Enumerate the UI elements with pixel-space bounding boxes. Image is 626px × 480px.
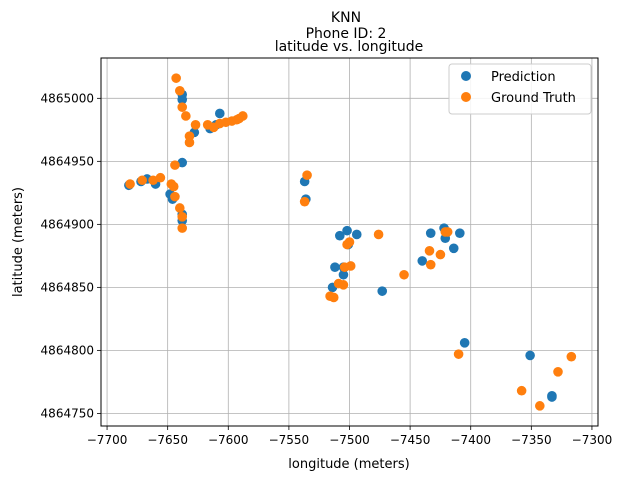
gridlines [101,58,598,426]
point-ground-truth [399,269,409,280]
x-tick-label: −7700 [87,433,128,447]
point-ground-truth [299,196,310,207]
point-ground-truth [181,111,191,121]
point-prediction [448,243,459,254]
point-prediction [351,229,362,240]
x-tick-label: −7600 [208,433,249,447]
point-prediction [338,269,349,280]
point-ground-truth [168,181,179,192]
point-prediction [214,108,225,119]
x-tick-label: −7400 [450,433,491,447]
point-prediction [335,230,345,241]
point-ground-truth [155,172,166,183]
figure-subtitle: Phone ID: 2 [306,26,387,42]
point-ground-truth [516,385,527,396]
point-ground-truth [174,203,185,213]
y-tick-label: 4864900 [41,217,94,231]
x-tick-label: −7350 [511,433,552,447]
point-ground-truth [177,211,188,222]
x-axis-label: longitude (meters) [288,457,409,472]
point-ground-truth [148,175,158,186]
point-ground-truth [425,259,436,270]
point-prediction [342,225,352,236]
x-tick-label: −7650 [147,433,188,447]
y-tick-label: 4864950 [41,154,94,168]
legend-label-prediction: Prediction [491,70,556,85]
axis-ticks: −7700 −7650 −7600 −7550 −7500 −7450 −7400 −7350… [41,91,613,447]
point-prediction [455,228,465,238]
point-ground-truth [566,351,577,362]
point-ground-truth [184,137,195,148]
x-tick-label: −7300 [572,433,613,447]
point-prediction [417,256,428,266]
point-ground-truth [345,261,356,271]
point-prediction [525,350,535,361]
point-ground-truth [177,223,188,233]
point-ground-truth [373,229,384,240]
point-prediction [425,228,436,238]
y-tick-label: 4865000 [41,91,94,105]
point-prediction [377,286,388,296]
point-ground-truth [190,119,201,130]
y-axis-label: latitude (meters) [11,187,26,297]
point-ground-truth [302,170,312,181]
point-ground-truth [170,160,180,170]
chart-title: latitude vs. longitude [275,39,424,55]
point-ground-truth [238,111,248,121]
point-ground-truth [453,349,464,359]
point-ground-truth [553,367,563,377]
point-ground-truth [170,191,180,202]
legend-marker-ground-truth [461,92,471,102]
legend-marker-prediction [461,71,471,81]
point-ground-truth [535,401,545,411]
point-prediction [459,338,470,348]
data-points [124,73,577,411]
point-ground-truth [328,292,339,303]
legend: Prediction Ground Truth [448,63,592,115]
point-prediction [177,94,188,105]
point-ground-truth [174,85,185,96]
legend-box [448,63,592,115]
point-ground-truth [171,73,181,83]
point-ground-truth [338,280,349,290]
x-tick-label: −7500 [329,433,370,447]
y-tick-label: 4864800 [41,343,94,357]
point-ground-truth [442,227,453,237]
point-ground-truth [344,237,355,247]
point-prediction [177,157,188,168]
point-prediction [547,392,557,402]
y-tick-label: 4864750 [41,406,94,420]
point-prediction [330,262,340,273]
point-ground-truth [137,175,148,186]
point-ground-truth [435,249,446,260]
x-tick-label: −7450 [390,433,431,447]
y-tick-label: 4864850 [41,280,94,294]
figure-suptitle: KNN [331,10,361,26]
x-tick-label: −7550 [269,433,310,447]
legend-label-ground-truth: Ground Truth [491,91,576,106]
point-ground-truth [424,246,435,256]
point-ground-truth [177,102,188,112]
point-ground-truth [125,179,135,189]
